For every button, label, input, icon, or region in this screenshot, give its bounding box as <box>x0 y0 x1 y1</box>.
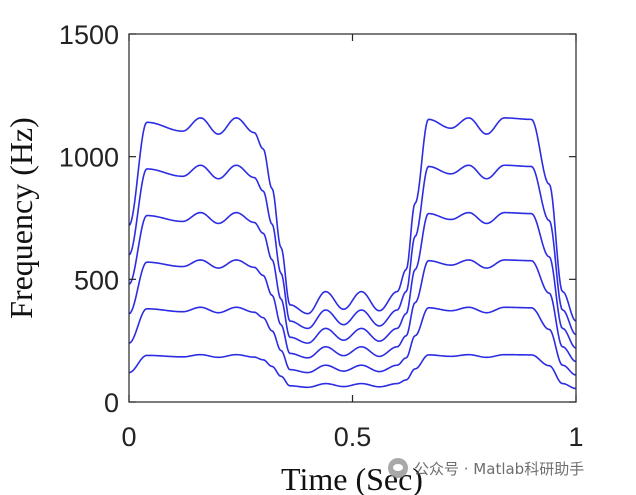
series-group <box>128 117 577 390</box>
ticks-group: 0 0.5 1 0 500 1000 1500 <box>59 20 584 452</box>
wechat-icon <box>388 458 408 478</box>
watermark-text: 公众号 · Matlab科研助手 <box>414 459 585 478</box>
y-tick-label: 1000 <box>59 143 119 173</box>
harmonic-series-5 <box>128 164 577 336</box>
watermark: 公众号 · Matlab科研助手 <box>388 456 584 480</box>
harmonic-series-1 <box>128 353 577 390</box>
harmonic-series-2 <box>128 306 577 376</box>
y-tick-label: 0 <box>104 388 119 418</box>
x-tick-label: 1 <box>568 422 583 452</box>
harmonic-series-3 <box>128 259 577 363</box>
plot-area <box>129 34 576 402</box>
x-tick-label: 0 <box>121 422 136 452</box>
x-tick-label: 0.5 <box>334 422 372 452</box>
y-axis-label: Frequency (Hz) <box>3 117 39 319</box>
harmonic-series-6 <box>128 117 577 322</box>
harmonic-series-4 <box>128 211 577 349</box>
y-tick-label: 500 <box>74 265 119 295</box>
y-tick-label: 1500 <box>59 20 119 50</box>
